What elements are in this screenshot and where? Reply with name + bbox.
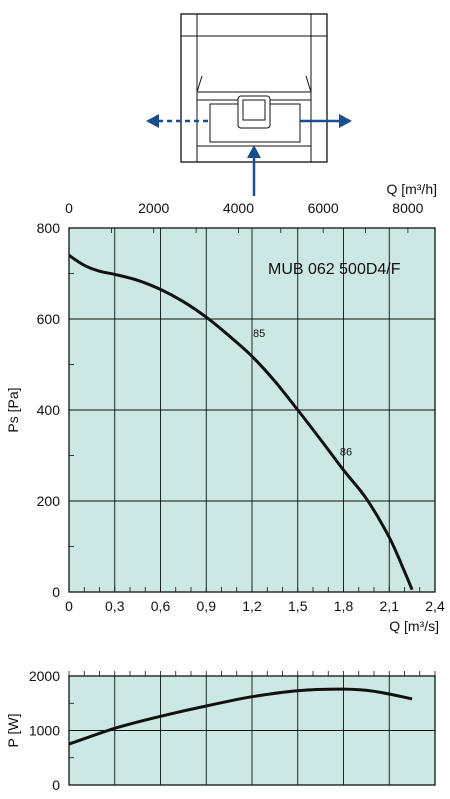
power-chart: 0 1000 2000 P [W] xyxy=(5,668,436,793)
fan-housing xyxy=(180,13,328,163)
pressure-x-tick-label: 0 xyxy=(65,598,73,614)
pressure-y-tick-label: 400 xyxy=(37,402,61,418)
pressure-plot-frame xyxy=(68,227,436,593)
power-y-axis-label: P [W] xyxy=(5,714,21,748)
model-label: MUB 062 500D4/F xyxy=(268,261,401,278)
pressure-top-x-tick-label: 4000 xyxy=(223,200,254,216)
pressure-annotations: 85 86 xyxy=(253,328,352,458)
top-x-axis-label: Q [m³/h] xyxy=(386,181,437,197)
pressure-top-x-tick-label: 2000 xyxy=(138,200,169,216)
y-axis-label: Ps [Pa] xyxy=(5,387,21,432)
power-y-tick-label: 0 xyxy=(52,777,60,793)
pressure-x-tick-label: 1,2 xyxy=(242,598,262,614)
pressure-y-tick-label: 600 xyxy=(37,311,61,327)
pressure-x-tick-label: 1,5 xyxy=(288,598,308,614)
motor-core xyxy=(242,99,266,121)
power-y-tick-label: 2000 xyxy=(29,668,60,684)
pressure-x-tick-label: 0,9 xyxy=(197,598,217,614)
pressure-top-x-tick-label: 0 xyxy=(65,200,73,216)
housing-hood xyxy=(196,75,312,93)
pressure-x-tick-label: 0,3 xyxy=(105,598,125,614)
pressure-top-x-tick-label: 8000 xyxy=(392,200,423,216)
pressure-x-tick-label: 2,4 xyxy=(425,598,445,614)
power-plot-frame xyxy=(68,675,436,786)
pressure-curve xyxy=(68,254,414,591)
power-y-tick-label: 1000 xyxy=(29,723,60,739)
power-curve xyxy=(68,687,413,746)
outlet-right-arrowhead xyxy=(339,114,352,128)
pressure-chart: 0 0,3 0,6 0,9 1,2 1,5 1,8 2,1 2,4 0 2000 4000 6000 8… xyxy=(5,181,445,634)
pressure-x-tick-labels: 0 0,3 0,6 0,9 1,2 1,5 1,8 2,1 2,4 xyxy=(65,598,445,614)
pressure-y-tick-label: 200 xyxy=(37,493,61,509)
pressure-x-tick-label: 2,1 xyxy=(380,598,400,614)
pressure-y-tick-labels: 0 200 400 600 800 xyxy=(37,220,61,600)
outlet-left-arrowhead xyxy=(146,114,159,128)
pressure-top-x-tick-labels: 0 2000 4000 6000 8000 xyxy=(65,200,424,216)
pressure-top-x-tick-label: 6000 xyxy=(308,200,339,216)
pressure-y-tick-label: 800 xyxy=(37,220,61,236)
efficiency-annotation: 85 xyxy=(253,328,265,340)
pressure-x-tick-label: 1,8 xyxy=(334,598,354,614)
x-axis-label: Q [m³/s] xyxy=(389,618,439,634)
power-y-tick-labels: 0 1000 2000 xyxy=(29,668,60,793)
efficiency-annotation: 86 xyxy=(340,447,352,459)
pressure-x-tick-label: 0,6 xyxy=(151,598,171,614)
fan-diagram xyxy=(146,13,352,196)
inlet-arrowhead xyxy=(247,145,261,158)
pressure-y-tick-label: 0 xyxy=(52,584,60,600)
